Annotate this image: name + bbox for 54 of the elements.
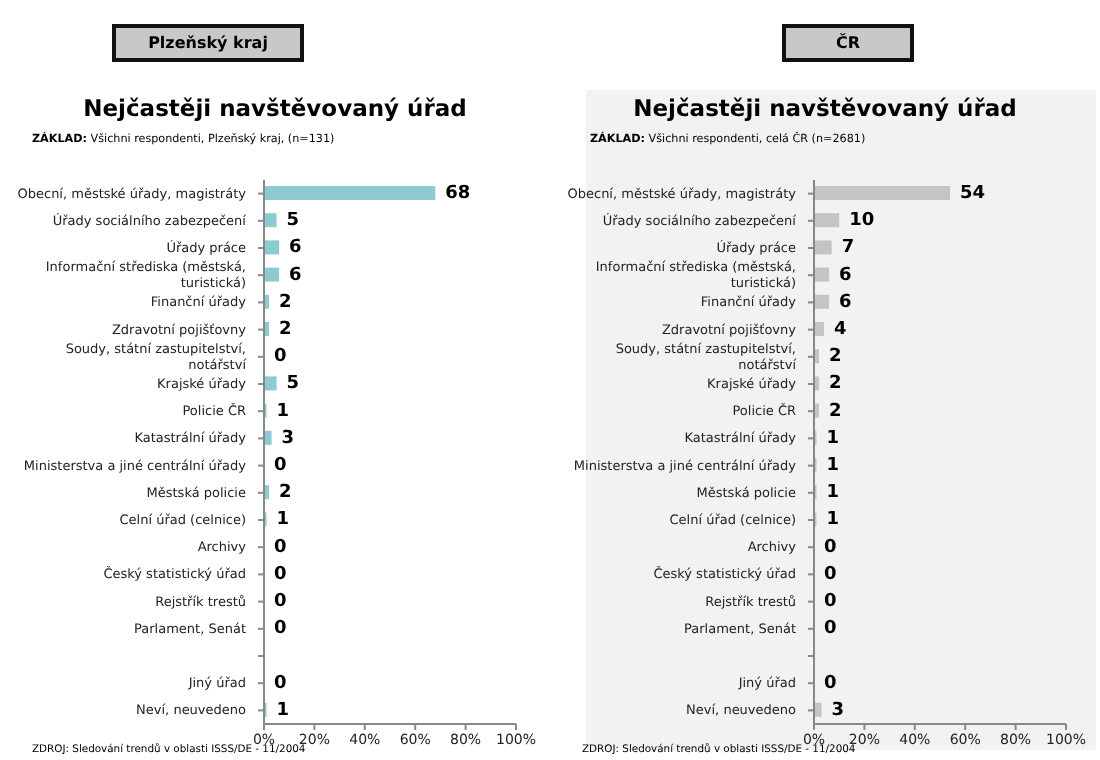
- bar: [814, 702, 822, 717]
- data-label: 10: [849, 211, 875, 232]
- bar: [264, 186, 436, 200]
- data-label: 5: [286, 211, 300, 232]
- data-label: 1: [276, 510, 290, 531]
- data-label: 4: [834, 319, 847, 340]
- data-label: 6: [839, 265, 852, 286]
- data-label: 2: [279, 292, 292, 313]
- bar: [814, 240, 832, 255]
- data-label: 2: [829, 374, 842, 395]
- data-label: 2: [829, 401, 842, 422]
- bar: [264, 267, 280, 282]
- bar: [264, 240, 280, 255]
- data-label: 0: [824, 537, 837, 558]
- data-label: 2: [279, 483, 292, 504]
- data-label: 1: [826, 510, 840, 531]
- bar: [814, 267, 830, 282]
- data-label: 0: [274, 564, 287, 585]
- chart-title: Nejčastěji navštěvovaný úřad: [81, 94, 469, 122]
- data-label: 0: [824, 619, 837, 640]
- bar: [814, 294, 830, 309]
- bar: [814, 213, 840, 228]
- data-label: 0: [824, 591, 837, 612]
- data-label: 68: [445, 183, 471, 204]
- data-label: 6: [289, 265, 302, 286]
- data-label: 7: [841, 238, 855, 259]
- data-label: 1: [276, 401, 290, 422]
- data-label: 1: [826, 483, 840, 504]
- data-label: 0: [824, 673, 837, 694]
- data-label: 2: [829, 347, 842, 368]
- data-label: 0: [274, 537, 287, 558]
- data-label: 54: [960, 183, 986, 204]
- data-label: 2: [279, 319, 292, 340]
- data-label: 0: [274, 347, 287, 368]
- data-label: 3: [281, 428, 295, 449]
- data-label: 1: [826, 428, 840, 449]
- text: ČR: [782, 24, 914, 62]
- data-label: 1: [276, 700, 290, 721]
- text: Plzeňský kraj: [112, 24, 304, 62]
- data-label: 1: [826, 455, 840, 476]
- bar: [264, 430, 272, 445]
- data-label: 5: [286, 374, 300, 395]
- data-label: 3: [831, 700, 845, 721]
- data-label: 6: [289, 238, 302, 259]
- data-label: 0: [274, 591, 287, 612]
- chart-title: Nejčastěji navštěvovaný úřad: [631, 94, 1019, 122]
- bar: [264, 213, 277, 228]
- data-label: 0: [274, 455, 287, 476]
- data-label: 6: [839, 292, 852, 313]
- bar: [264, 376, 277, 391]
- data-label: 0: [824, 564, 837, 585]
- data-label: 0: [274, 673, 287, 694]
- bar: [814, 186, 951, 200]
- data-label: 0: [274, 619, 287, 640]
